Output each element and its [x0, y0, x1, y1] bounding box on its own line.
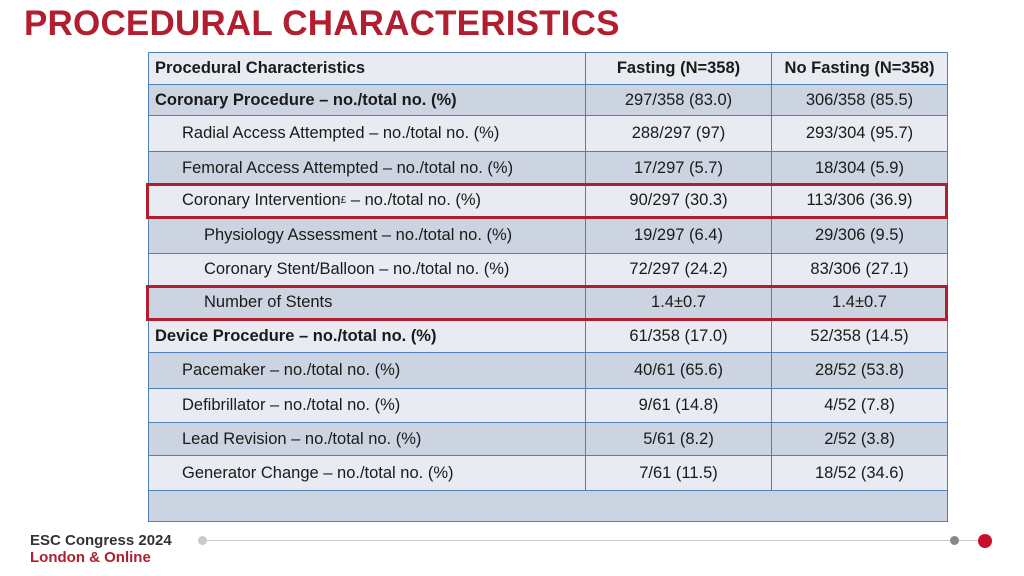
table-empty-row [149, 491, 947, 521]
table-row: Radial Access Attempted – no./total no. … [149, 116, 947, 152]
no-fasting-value: 293/304 (95.7) [772, 116, 947, 152]
footnote-marker: £ [340, 195, 347, 206]
table-header-row: Procedural Characteristics Fasting (N=35… [149, 53, 947, 85]
row-label: Physiology Assessment – no./total no. (%… [149, 217, 586, 254]
fasting-value: 9/61 (14.8) [586, 389, 772, 423]
table-row: Generator Change – no./total no. (%) 7/6… [149, 456, 947, 491]
row-label: Coronary Procedure – no./total no. (%) [149, 85, 586, 116]
table-row: Pacemaker – no./total no. (%) 40/61 (65.… [149, 353, 947, 389]
footer-dot-gray [950, 536, 959, 545]
footer-location: London & Online [30, 549, 151, 566]
fasting-value: 19/297 (6.4) [586, 217, 772, 254]
no-fasting-value: 52/358 (14.5) [772, 320, 947, 353]
no-fasting-value: 29/306 (9.5) [772, 217, 947, 254]
table-row: Coronary Stent/Balloon – no./total no. (… [149, 254, 947, 286]
row-label: Pacemaker – no./total no. (%) [149, 353, 586, 389]
row-label: Coronary Stent/Balloon – no./total no. (… [149, 254, 586, 286]
no-fasting-value: 18/52 (34.6) [772, 456, 947, 491]
row-label: Femoral Access Attempted – no./total no.… [149, 152, 586, 185]
footer-congress-name: ESC Congress 2024 [30, 532, 172, 549]
table-row: Device Procedure – no./total no. (%) 61/… [149, 320, 947, 353]
fasting-value: 288/297 (97) [586, 116, 772, 152]
no-fasting-value: 4/52 (7.8) [772, 389, 947, 423]
footer-dot-red [978, 534, 992, 548]
table-row: Femoral Access Attempted – no./total no.… [149, 152, 947, 185]
page-title: PROCEDURAL CHARACTERISTICS [24, 4, 620, 43]
no-fasting-value: 18/304 (5.9) [772, 152, 947, 185]
row-label: Generator Change – no./total no. (%) [149, 456, 586, 491]
row-label-suffix: – no./total no. (%) [346, 191, 482, 209]
fasting-value: 61/358 (17.0) [586, 320, 772, 353]
highlight-box-coronary-intervention [146, 183, 948, 219]
row-label-main: Coronary Intervention [182, 191, 341, 209]
highlight-box-number-of-stents [146, 285, 948, 321]
table-row: Coronary Intervention £ – no./total no. (… [149, 185, 947, 217]
header-cell-no-fasting: No Fasting (N=358) [772, 53, 947, 85]
no-fasting-value: 28/52 (53.8) [772, 353, 947, 389]
table-row: Lead Revision – no./total no. (%) 5/61 (… [149, 423, 947, 456]
footer-divider [200, 540, 980, 541]
row-label: Lead Revision – no./total no. (%) [149, 423, 586, 456]
fasting-value: 17/297 (5.7) [586, 152, 772, 185]
no-fasting-value: 306/358 (85.5) [772, 85, 947, 116]
fasting-value: 5/61 (8.2) [586, 423, 772, 456]
table-row: Coronary Procedure – no./total no. (%) 2… [149, 85, 947, 116]
table-row: Physiology Assessment – no./total no. (%… [149, 217, 947, 254]
table-row: Defibrillator – no./total no. (%) 9/61 (… [149, 389, 947, 423]
header-cell-characteristic: Procedural Characteristics [149, 53, 586, 85]
row-label: Defibrillator – no./total no. (%) [149, 389, 586, 423]
header-cell-fasting: Fasting (N=358) [586, 53, 772, 85]
row-label: Radial Access Attempted – no./total no. … [149, 116, 586, 152]
no-fasting-value: 2/52 (3.8) [772, 423, 947, 456]
footer-dot-left [198, 536, 207, 545]
row-label: Device Procedure – no./total no. (%) [149, 320, 586, 353]
fasting-value: 7/61 (11.5) [586, 456, 772, 491]
table-row: Number of Stents 1.4±0.7 1.4±0.7 [149, 286, 947, 320]
no-fasting-value: 83/306 (27.1) [772, 254, 947, 286]
fasting-value: 72/297 (24.2) [586, 254, 772, 286]
procedural-table: Procedural Characteristics Fasting (N=35… [148, 52, 948, 522]
fasting-value: 40/61 (65.6) [586, 353, 772, 389]
fasting-value: 297/358 (83.0) [586, 85, 772, 116]
